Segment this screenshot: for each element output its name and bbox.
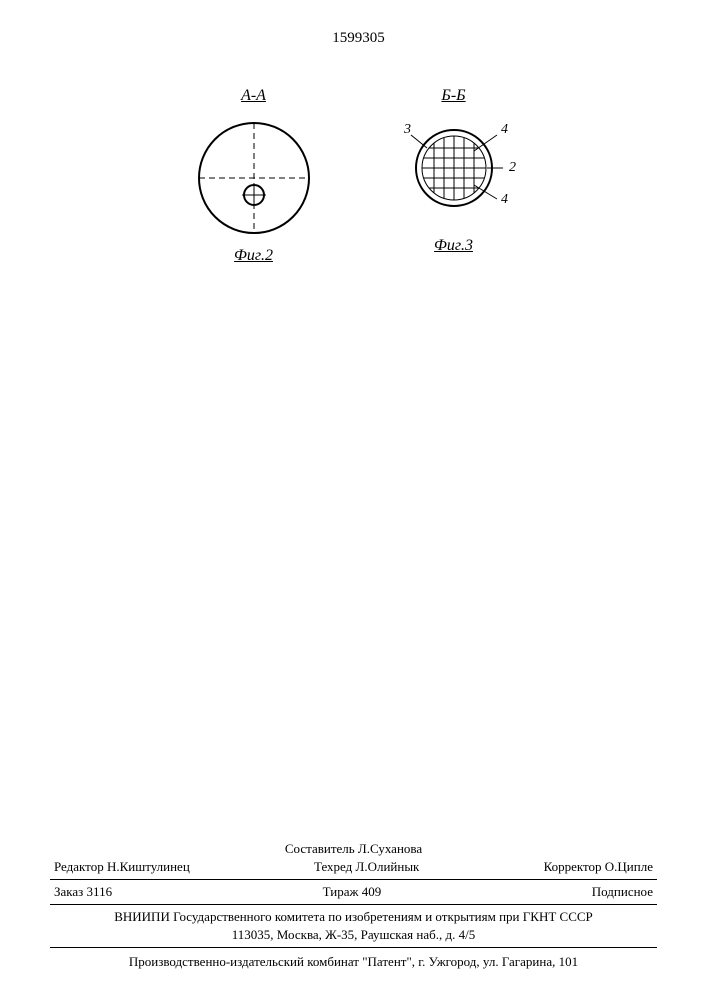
- corrector-text: Корректор О.Ципле: [544, 859, 653, 875]
- credits-row: Редактор Н.Киштулинец Техред Л.Олийнык К…: [50, 859, 657, 877]
- order-row: Заказ 3116 Тираж 409 Подписное: [50, 882, 657, 902]
- figures-row: А-А Фиг.2 Б-Б 3 4 2 4 Фиг.3: [60, 87, 657, 265]
- tech-text: Техред Л.Олийнык: [314, 859, 419, 875]
- publisher-text: Производственно-издательский комбинат "П…: [50, 950, 657, 970]
- figure-3-svg: 3 4 2 4: [379, 113, 529, 233]
- editor-text: Редактор Н.Киштулинец: [54, 859, 190, 875]
- committee-text: ВНИИПИ Государственного комитета по изоб…: [50, 907, 657, 927]
- page: 1599305 А-А Фиг.2 Б-Б 3 4 2 4 Фиг.3 Состави…: [0, 0, 707, 1000]
- address-text: 113035, Москва, Ж-35, Раушская наб., д. …: [50, 927, 657, 945]
- figure-2-svg: [189, 113, 319, 243]
- figure-3-caption: Фиг.3: [434, 237, 473, 255]
- section-label-aa: А-А: [241, 87, 266, 105]
- section-label-bb: Б-Б: [441, 87, 465, 105]
- tirazh-text: Тираж 409: [323, 884, 382, 900]
- svg-text:4: 4: [501, 122, 508, 137]
- figure-2-caption: Фиг.2: [234, 247, 273, 265]
- credits-block: Составитель Л.Суханова Редактор Н.Киштул…: [50, 841, 657, 970]
- order-text: Заказ 3116: [54, 884, 112, 900]
- figure-3-block: Б-Б 3 4 2 4 Фиг.3: [379, 87, 529, 265]
- divider-1: [50, 879, 657, 880]
- divider-2: [50, 904, 657, 905]
- divider-3: [50, 947, 657, 948]
- document-number: 1599305: [60, 30, 657, 47]
- figure-2-block: А-А Фиг.2: [189, 87, 319, 265]
- svg-text:4: 4: [501, 192, 508, 207]
- svg-text:2: 2: [509, 160, 516, 175]
- svg-text:3: 3: [403, 122, 411, 137]
- podpisnoe-text: Подписное: [592, 884, 653, 900]
- compiler-line: Составитель Л.Суханова: [50, 841, 657, 857]
